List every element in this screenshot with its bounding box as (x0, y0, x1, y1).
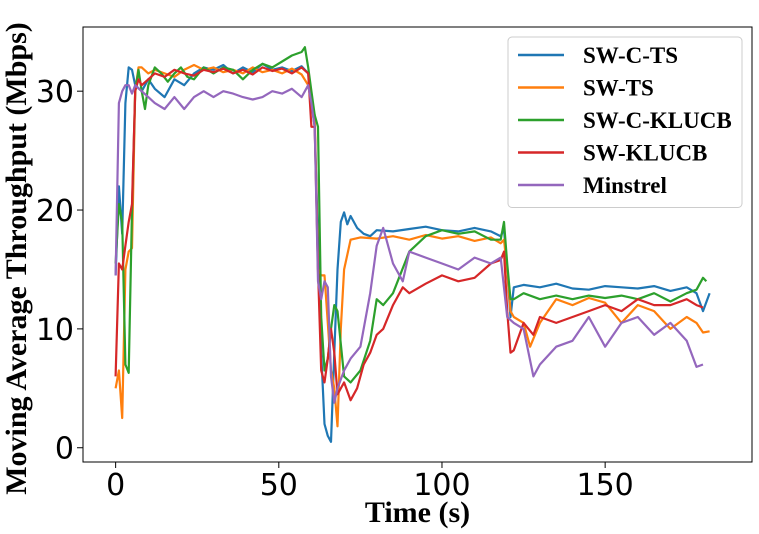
y-tick-label: 10 (36, 313, 74, 348)
x-axis-label: Time (s) (365, 496, 470, 529)
legend-label: SW-KLUCB (583, 141, 707, 166)
y-tick-label: 30 (36, 75, 74, 110)
legend-box (507, 36, 743, 208)
series-line-4 (114, 66, 704, 402)
legend: SW-C-TS SW-TS SW-C-KLUCB SW-KLUCB Minstrel (507, 36, 743, 208)
plot-frame (82, 26, 753, 463)
x-tick-label: 0 (106, 468, 125, 503)
legend-label: Minstrel (583, 173, 667, 198)
legend-label: SW-C-KLUCB (583, 108, 732, 133)
series-line-2 (114, 63, 710, 428)
x-tick-label: 50 (260, 468, 298, 503)
x-tick-label: 150 (577, 468, 634, 503)
x-tick-label: 100 (413, 468, 470, 503)
y-tick-label: 0 (55, 432, 74, 467)
ticks-layer: 0 50 100 150 0 10 20 30 (36, 75, 634, 503)
legend-label: SW-TS (583, 76, 654, 101)
legend-label: SW-C-TS (583, 43, 678, 68)
y-axis-label: Moving Average Throughput (Mbps) (0, 22, 33, 495)
series-layer (114, 46, 711, 443)
y-tick-label: 20 (36, 194, 74, 229)
series-line-5 (114, 84, 704, 404)
series-line-1 (114, 62, 711, 443)
